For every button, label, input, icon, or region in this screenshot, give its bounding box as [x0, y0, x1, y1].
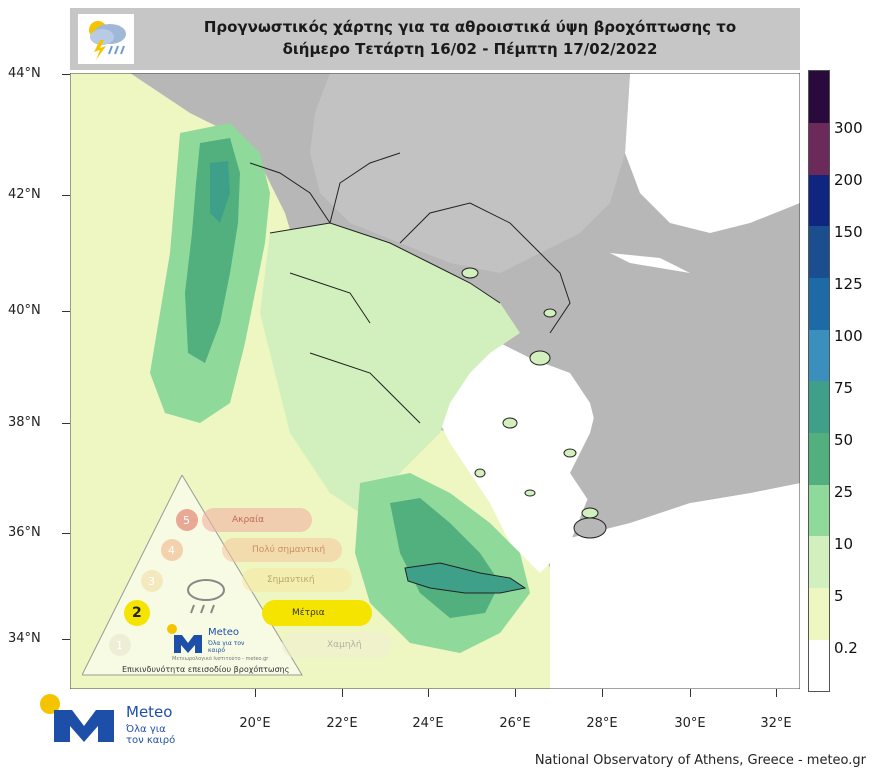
precipitation-legend: [808, 70, 830, 692]
legend-label-25: 25: [834, 483, 854, 501]
logo-name: Meteo: [126, 703, 173, 721]
legend-swatch: [809, 123, 829, 175]
risk-caption: Επικινδυνότητα επεισοδίου βροχόπτωσης: [122, 665, 290, 674]
risk-scale-graphic: [81, 473, 392, 676]
lon-label-26: 26°E: [499, 716, 531, 731]
legend-swatch: [809, 278, 829, 330]
lon-tick: [690, 689, 691, 697]
legend-swatch: [809, 485, 829, 536]
balkan-interior: [310, 73, 630, 273]
legend-label-300: 300: [834, 119, 863, 137]
lon-label-20: 20°E: [239, 716, 271, 731]
lon-tick: [776, 689, 777, 697]
map-title-line-1: Προγνωστικός χάρτης για τα αθροιστικά ύψ…: [203, 18, 737, 36]
legend-swatch: [809, 175, 829, 226]
lat-tick: [62, 423, 70, 424]
lon-tick: [515, 689, 516, 697]
legend-label-200: 200: [834, 171, 863, 189]
east-mediterranean: [550, 483, 800, 689]
lon-label-32: 32°E: [760, 716, 792, 731]
lat-label-38: 38°N: [8, 415, 41, 430]
risk-label-active: Μέτρια: [292, 608, 325, 618]
lat-tick: [62, 639, 70, 640]
legend-swatch: [809, 536, 829, 588]
legend-label-10: 10: [834, 535, 854, 553]
crete-island: [404, 562, 527, 594]
map-header: Προγνωστικός χάρτης για τα αθροιστικά ύψ…: [70, 8, 800, 70]
country-borders: [249, 152, 571, 424]
risk-brand-name: Meteo: [208, 627, 239, 638]
lon-label-22: 22°E: [326, 716, 358, 731]
legend-swatch: [809, 588, 829, 640]
risk-label-low: Χαμηλή: [327, 640, 362, 650]
legend-swatch: [809, 226, 829, 278]
risk-level-1: 1: [116, 639, 123, 652]
lon-label-28: 28°E: [586, 716, 618, 731]
legend-swatch: [809, 640, 829, 691]
legend-label-100: 100: [834, 327, 863, 345]
legend-swatch: [809, 433, 829, 485]
lon-label-24: 24°E: [412, 716, 444, 731]
lat-label-40: 40°N: [8, 303, 41, 318]
risk-small-text: Μετεωρολογικό Ινστιτούτο - meteo.gr: [172, 656, 269, 662]
lat-label-44: 44°N: [8, 66, 41, 81]
risk-level-2: 2: [132, 605, 142, 621]
lon-tick: [428, 689, 429, 697]
rain-band-ionian-peak: [210, 161, 230, 223]
risk-level-3: 3: [148, 575, 155, 588]
legend-swatch: [809, 71, 829, 123]
turkey-land: [540, 233, 800, 513]
lon-label-30: 30°E: [674, 716, 706, 731]
logo-tagline: Όλα για τον καιρό: [126, 724, 176, 746]
lon-tick: [255, 689, 256, 697]
map-title: Προγνωστικός χάρτης για τα αθροιστικά ύψ…: [150, 16, 790, 60]
meteo-logo-icon: [40, 694, 114, 742]
legend-label-150: 150: [834, 223, 863, 241]
legend-label-125: 125: [834, 275, 863, 293]
rhodes-island: [573, 517, 607, 539]
greece-mainland: [260, 223, 520, 513]
legend-swatch: [809, 381, 829, 433]
risk-label-significant: Σημαντική: [267, 575, 315, 585]
lat-tick: [62, 311, 70, 312]
lat-tick: [62, 533, 70, 534]
lat-label-34: 34°N: [8, 631, 41, 646]
black-sea: [625, 73, 800, 233]
legend-label-0-2: 0.2: [834, 639, 858, 657]
risk-brand-tag: Όλα για τον καιρό: [208, 640, 245, 654]
legend-label-5: 5: [834, 587, 844, 605]
lat-tick: [62, 195, 70, 196]
risk-level-5: 5: [183, 514, 190, 527]
legend-swatch: [809, 330, 829, 381]
lon-tick: [602, 689, 603, 697]
map-title-line-2: διήμερο Τετάρτη 16/02 - Πέμπτη 17/02/202…: [282, 40, 658, 58]
risk-label-extreme: Ακραία: [232, 515, 265, 525]
legend-label-75: 75: [834, 379, 854, 397]
legend-label-50: 50: [834, 431, 854, 449]
thunderstorm-rain-icon: [78, 14, 134, 64]
lat-label-36: 36°N: [8, 525, 41, 540]
aegean-islands: [461, 267, 599, 519]
lat-label-42: 42°N: [8, 187, 41, 202]
risk-level-4: 4: [168, 544, 175, 557]
credit-text: National Observatory of Athens, Greece -…: [534, 753, 866, 768]
risk-label-very-significant: Πολύ σημαντική: [252, 545, 326, 555]
risk-scale-overlay: 5 4 3 2 1 Ακραία Πολύ σημαντική Σημαντικ…: [81, 473, 392, 690]
lat-tick: [62, 74, 70, 75]
lon-tick: [342, 689, 343, 697]
